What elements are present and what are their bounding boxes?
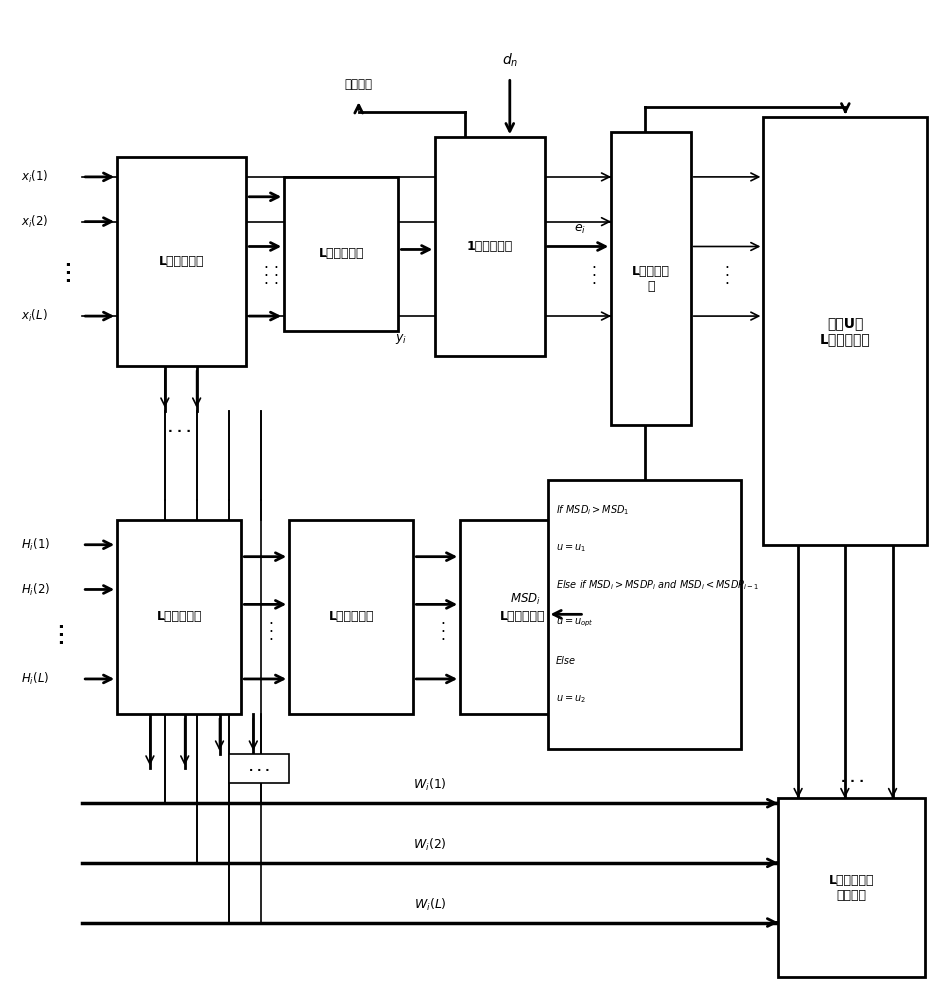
Text: .: .	[274, 256, 279, 271]
Text: .: .	[64, 260, 70, 278]
Text: $x_i(1)$: $x_i(1)$	[21, 169, 49, 185]
Text: $e_i$: $e_i$	[574, 223, 586, 236]
Bar	[289, 520, 413, 714]
Text: Else: Else	[556, 656, 576, 666]
Text: .: .	[592, 264, 597, 279]
Text: L次权值更新
加法运算: L次权值更新 加法运算	[829, 874, 875, 902]
Text: $y_i$: $y_i$	[395, 332, 407, 346]
Text: L次乘法运
算: L次乘法运 算	[632, 265, 670, 293]
Text: $x_i(L)$: $x_i(L)$	[21, 308, 48, 324]
Text: .: .	[57, 630, 64, 648]
Text: .: .	[724, 264, 729, 279]
Text: L次减法运算: L次减法运算	[156, 610, 202, 623]
Text: .: .	[264, 256, 268, 271]
Text: $MSD_i$: $MSD_i$	[510, 592, 541, 607]
Text: .: .	[592, 272, 597, 287]
Text: .: .	[274, 272, 279, 287]
Text: .: .	[57, 614, 64, 632]
Text: 1次减法运算: 1次减法运算	[466, 240, 513, 253]
Text: $u=u_1$: $u=u_1$	[556, 542, 585, 554]
Text: . . .: . . .	[249, 763, 269, 773]
Text: L次乘法运算: L次乘法运算	[159, 255, 205, 268]
Bar	[435, 137, 545, 356]
Text: .: .	[57, 622, 64, 640]
Text: .: .	[268, 612, 273, 627]
Text: $d_n$: $d_n$	[502, 52, 518, 69]
Text: 输出信号: 输出信号	[345, 78, 372, 91]
Text: .: .	[441, 620, 446, 635]
Text: .: .	[441, 628, 446, 643]
Text: 根据U值
L次移位处理: 根据U值 L次移位处理	[820, 316, 871, 346]
Bar	[460, 520, 585, 714]
Text: If $MSD_i>MSD_1$: If $MSD_i>MSD_1$	[556, 503, 629, 517]
Text: $H_i(L)$: $H_i(L)$	[21, 671, 49, 687]
Text: L次加法运算: L次加法运算	[500, 610, 545, 623]
Text: .: .	[64, 252, 70, 270]
Text: $W_i(1)$: $W_i(1)$	[413, 777, 447, 793]
Bar	[611, 132, 691, 425]
Text: $u=u_2$: $u=u_2$	[556, 693, 585, 705]
Text: $x_i(2)$: $x_i(2)$	[21, 214, 49, 230]
Text: .: .	[592, 256, 597, 271]
Text: L次加法运算: L次加法运算	[319, 247, 364, 260]
Bar	[547, 480, 742, 749]
Text: .: .	[274, 264, 279, 279]
Text: .: .	[724, 272, 729, 287]
Text: .: .	[724, 256, 729, 271]
Text: .: .	[268, 628, 273, 643]
Text: .: .	[268, 620, 273, 635]
Text: .: .	[64, 268, 70, 286]
Text: $W_i(2)$: $W_i(2)$	[413, 837, 447, 853]
Bar	[117, 520, 242, 714]
Text: $u=u_{opt}$: $u=u_{opt}$	[556, 617, 593, 629]
Text: . . .: . . .	[842, 772, 864, 785]
Text: $H_i(2)$: $H_i(2)$	[21, 581, 50, 598]
Bar	[117, 157, 247, 366]
Text: L次乘法运算: L次乘法运算	[328, 610, 374, 623]
Text: . . .: . . .	[169, 422, 191, 435]
Bar	[229, 754, 289, 783]
Text: .: .	[264, 272, 268, 287]
Bar	[284, 177, 399, 331]
Bar	[778, 798, 925, 977]
Text: .: .	[441, 612, 446, 627]
Text: Else if $MSD_i>MSDP_i$ and $MSD_i<MSDP_{i-1}$: Else if $MSD_i>MSDP_i$ and $MSD_i<MSDP_{…	[556, 579, 759, 592]
Text: $W_i(L)$: $W_i(L)$	[414, 897, 446, 913]
Bar	[764, 117, 927, 545]
Text: $H_i(1)$: $H_i(1)$	[21, 537, 50, 553]
Text: .: .	[264, 264, 268, 279]
